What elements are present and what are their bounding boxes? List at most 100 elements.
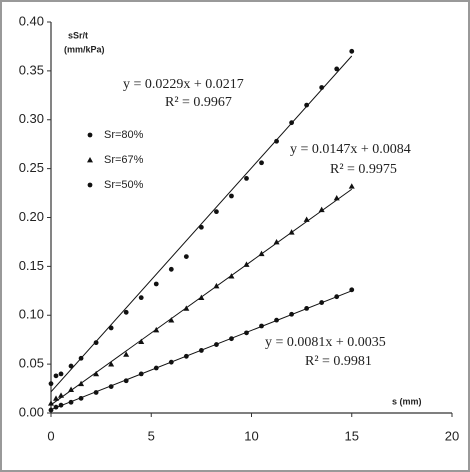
data-point	[274, 317, 279, 323]
data-point	[318, 206, 325, 213]
data-point	[153, 281, 159, 287]
data-point	[53, 395, 60, 401]
data-point	[349, 287, 355, 293]
data-point	[58, 392, 65, 398]
legend-marker	[87, 132, 93, 138]
data-point	[259, 323, 264, 329]
data-point	[183, 305, 190, 311]
data-point	[304, 306, 310, 311]
y-tick-label: 0.20	[19, 209, 44, 224]
data-point	[68, 399, 74, 405]
data-point	[168, 359, 174, 365]
legend-marker	[87, 182, 93, 188]
data-point	[273, 238, 280, 245]
data-point	[333, 194, 340, 201]
legend-label: Sr=50%	[104, 179, 144, 191]
x-tick-label: 5	[148, 428, 155, 443]
trendline	[50, 55, 353, 393]
data-point	[123, 378, 129, 384]
trendline-equation: y = 0.0081x + 0.0035	[265, 335, 386, 350]
x-tick-label: 10	[244, 428, 258, 443]
trendline-r2: R² = 0.9967	[165, 95, 232, 110]
data-point	[58, 402, 64, 408]
data-point	[68, 386, 75, 392]
data-point	[288, 229, 295, 235]
data-point	[304, 102, 310, 108]
data-point	[319, 85, 325, 90]
data-point	[48, 400, 54, 406]
data-point	[53, 404, 59, 410]
data-point	[78, 395, 84, 401]
y-tick-label: 0.35	[19, 62, 44, 77]
y-tick-label: 0.10	[19, 307, 44, 322]
data-point	[303, 216, 310, 222]
data-point	[138, 338, 145, 345]
data-point	[68, 363, 74, 369]
data-point	[93, 340, 99, 346]
data-point	[198, 348, 204, 353]
data-point	[244, 330, 249, 336]
data-point	[244, 176, 249, 181]
y-tick-label: 0.30	[19, 111, 44, 126]
data-point	[183, 353, 189, 359]
data-point	[138, 295, 144, 301]
data-point	[108, 384, 114, 390]
data-point	[153, 365, 159, 371]
y-tick-label: 0.00	[19, 404, 44, 419]
data-point	[138, 371, 144, 377]
data-point	[319, 300, 325, 305]
data-point	[198, 224, 204, 230]
data-point	[289, 120, 294, 126]
data-point	[183, 254, 189, 259]
data-point	[93, 370, 100, 377]
data-point	[198, 294, 205, 301]
data-point	[168, 317, 175, 323]
data-point	[334, 66, 340, 72]
data-point	[259, 160, 264, 166]
data-point	[153, 326, 160, 333]
x-tick-label: 20	[445, 428, 459, 443]
data-point	[168, 266, 174, 272]
data-point	[123, 351, 130, 357]
data-point	[78, 380, 85, 387]
legend-label: Sr=67%	[104, 154, 144, 166]
data-point	[93, 390, 99, 395]
data-point	[214, 342, 219, 347]
data-point	[334, 294, 340, 300]
data-point	[349, 48, 355, 54]
data-point	[108, 325, 114, 331]
data-point	[108, 361, 115, 367]
trendline-equation: y = 0.0147x + 0.0084	[290, 142, 411, 157]
y-tick-label: 0.40	[19, 13, 44, 28]
data-point	[53, 373, 59, 379]
trendline-r2: R² = 0.9975	[330, 162, 397, 177]
data-point	[123, 309, 129, 315]
data-point	[48, 381, 54, 387]
data-point	[78, 355, 84, 361]
data-point	[274, 138, 279, 144]
x-axis-label: s (mm)	[392, 396, 422, 406]
y-tick-label: 0.15	[19, 258, 44, 273]
y-axis-unit: (mm/kPa)	[64, 44, 105, 54]
data-point	[213, 282, 220, 289]
y-axis-label: sSr/t	[68, 30, 88, 40]
legend-marker	[87, 157, 93, 163]
x-tick-label: 0	[47, 428, 54, 443]
data-point	[258, 250, 265, 257]
trendline-r2: R² = 0.9981	[305, 354, 372, 369]
data-point	[289, 311, 294, 317]
data-point	[229, 336, 234, 342]
x-tick-label: 15	[345, 428, 359, 443]
data-point	[348, 183, 355, 189]
data-point	[48, 407, 54, 413]
data-point	[228, 273, 235, 279]
data-point	[58, 371, 64, 377]
y-tick-label: 0.25	[19, 160, 44, 175]
data-point	[243, 261, 250, 267]
y-tick-label: 0.05	[19, 356, 44, 371]
trendline-equation: y = 0.0229x + 0.0217	[123, 77, 244, 92]
data-point	[229, 193, 234, 199]
legend-label: Sr=80%	[104, 129, 144, 141]
